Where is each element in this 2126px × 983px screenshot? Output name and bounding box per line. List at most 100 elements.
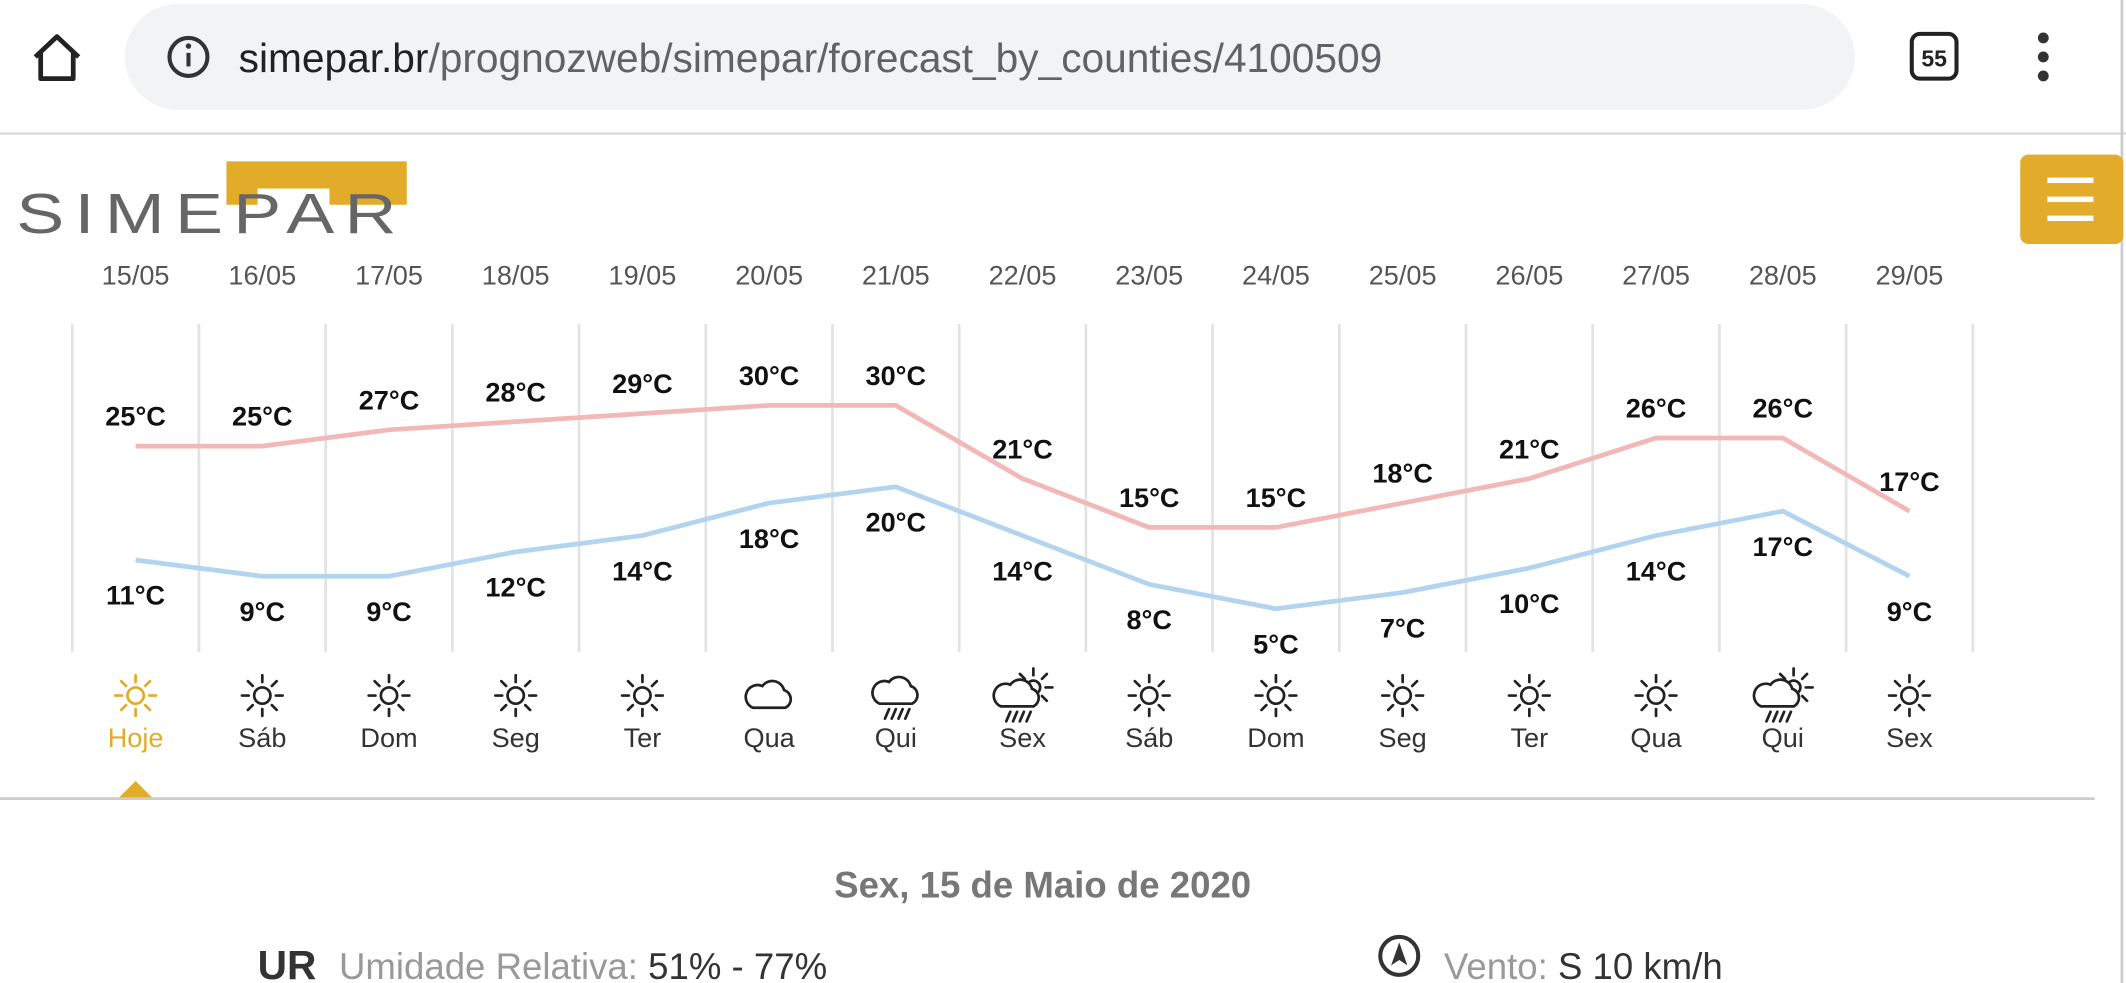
sun-ray xyxy=(246,679,255,688)
sun-ray xyxy=(373,679,381,688)
sun-ray xyxy=(1893,703,1902,712)
sun-icon xyxy=(1507,673,1552,718)
sun-ray xyxy=(1410,703,1419,712)
rain-drop xyxy=(1018,710,1026,723)
date-label: 18/05 xyxy=(482,260,550,291)
sun-icon xyxy=(240,673,284,718)
info-icon[interactable] xyxy=(167,35,210,78)
temperature-label: 21°C xyxy=(1499,433,1560,464)
url-text[interactable]: simepar.br/prognozweb/simepar/forecast_b… xyxy=(239,35,1383,81)
sun-icon xyxy=(1127,673,1171,718)
sun-ray xyxy=(270,703,279,712)
sun-ray xyxy=(373,703,381,712)
sun-ray xyxy=(1664,679,1672,688)
temperature-label: 10°C xyxy=(1499,588,1560,619)
temperature-label: 18°C xyxy=(739,523,800,554)
hamburger-button[interactable] xyxy=(2020,154,2124,245)
sun-ray xyxy=(1157,703,1165,712)
temperature-label: 30°C xyxy=(866,360,927,391)
temperature-label: 18°C xyxy=(1372,458,1433,489)
sun-ray xyxy=(1917,703,1926,712)
rain-drop xyxy=(1765,710,1772,723)
sun-ray xyxy=(650,679,659,688)
sun-ray xyxy=(626,679,635,688)
sun-icon xyxy=(1254,673,1298,718)
sun-core xyxy=(506,686,526,706)
temperature-label: 12°C xyxy=(485,572,546,603)
date-label: 24/05 xyxy=(1242,260,1310,291)
sun-ray xyxy=(1284,679,1292,688)
sun-core xyxy=(1519,686,1539,706)
sun-core xyxy=(126,686,146,706)
url-bar[interactable] xyxy=(124,4,1855,110)
sun-ray xyxy=(1386,679,1395,688)
sun-ray xyxy=(1386,703,1395,712)
rain-drop xyxy=(890,707,898,720)
rain-drop xyxy=(1778,710,1786,723)
sun-ray xyxy=(1800,694,1809,703)
temperature-label: 14°C xyxy=(992,555,1053,586)
temperature-label: 9°C xyxy=(1887,596,1933,627)
sun-icon xyxy=(1380,673,1425,718)
rain-drop xyxy=(1011,710,1019,723)
sun-icon xyxy=(1634,673,1678,718)
cloud-icon xyxy=(1752,678,1801,708)
selected-date: Sex, 15 de Maio de 2020 xyxy=(834,865,1251,906)
day-name: Seg xyxy=(1379,722,1427,753)
date-label: 22/05 xyxy=(989,260,1057,291)
temperature-label: 27°C xyxy=(359,384,420,415)
temperature-label: 8°C xyxy=(1126,604,1172,635)
sun-ray xyxy=(650,703,659,712)
sun-ray xyxy=(1133,679,1142,688)
tab-count: 55 xyxy=(1921,45,1947,71)
cloud-icon xyxy=(871,675,919,706)
sun-ray xyxy=(1157,679,1165,688)
date-label: 21/05 xyxy=(862,260,930,291)
sun-icon xyxy=(620,673,665,718)
temperature-label: 25°C xyxy=(232,401,293,432)
home-button[interactable] xyxy=(33,34,81,82)
sun-core xyxy=(1899,686,1919,706)
sun-ray xyxy=(143,679,152,688)
date-label: 15/05 xyxy=(102,260,170,291)
date-label: 20/05 xyxy=(735,260,803,291)
sun-ray xyxy=(397,703,405,712)
sun-ray xyxy=(1513,679,1522,688)
temperature-label: 17°C xyxy=(1752,531,1813,562)
day-name: Qua xyxy=(1630,722,1682,753)
rain-drop xyxy=(903,707,911,720)
sun-ray xyxy=(1284,703,1292,712)
humidity-label: Umidade Relativa: xyxy=(339,946,638,983)
sun-ray xyxy=(1537,679,1546,688)
tab-switcher[interactable] xyxy=(1909,31,1959,81)
day-name: Dom xyxy=(1247,722,1304,753)
temperature-label: 20°C xyxy=(866,506,927,537)
sun-ray xyxy=(119,703,128,712)
sun-ray xyxy=(143,703,152,712)
day-name: Qui xyxy=(875,722,917,753)
cloud-icon xyxy=(744,679,793,710)
day-name: Sáb xyxy=(1125,722,1173,753)
sun-ray xyxy=(499,679,508,688)
temperature-label: 30°C xyxy=(739,360,800,391)
temperature-label: 9°C xyxy=(366,596,412,627)
menu-button[interactable] xyxy=(2037,32,2049,82)
cloud-icon xyxy=(992,678,1041,708)
sun-ray xyxy=(1513,703,1522,712)
sun-ray xyxy=(1260,703,1268,712)
temperature-label: 7°C xyxy=(1380,612,1426,643)
day-name: Qui xyxy=(1762,722,1804,753)
sun-ray xyxy=(1133,703,1142,712)
day-name: Dom xyxy=(360,722,417,753)
temperature-label: 28°C xyxy=(485,376,546,407)
sun-core xyxy=(1646,686,1666,706)
rain-drop xyxy=(883,707,891,720)
temperature-label: 15°C xyxy=(1246,482,1307,513)
sun-ray xyxy=(397,679,405,688)
logo[interactable]: SIMEPAR xyxy=(16,161,407,246)
rain-drop xyxy=(1004,710,1012,723)
temperature-label: 26°C xyxy=(1626,393,1687,424)
day-name: Sex xyxy=(999,722,1046,753)
